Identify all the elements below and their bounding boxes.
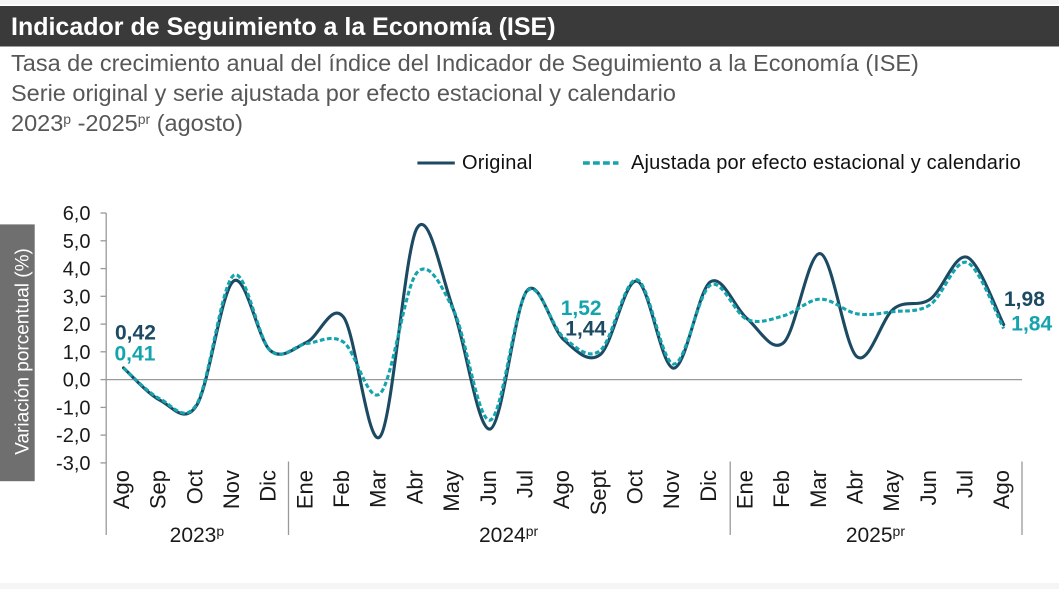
svg-text:Feb: Feb (769, 470, 794, 508)
svg-text:1,44: 1,44 (565, 317, 606, 340)
svg-text:Nov: Nov (219, 470, 244, 509)
svg-text:Indicador de Seguimiento a la: Indicador de Seguimiento a la Economía (… (11, 13, 556, 41)
svg-text:Ago: Ago (109, 470, 134, 509)
svg-text:Dic: Dic (696, 470, 721, 502)
svg-text:Original: Original (462, 152, 533, 174)
svg-text:1,84: 1,84 (1011, 313, 1052, 336)
svg-text:5,0: 5,0 (63, 231, 91, 253)
svg-text:Jul: Jul (953, 470, 978, 498)
svg-text:Variación porcentual (%): Variación porcentual (%) (13, 248, 34, 455)
svg-text:May: May (879, 470, 904, 512)
svg-text:Mar: Mar (366, 470, 391, 508)
svg-text:Ene: Ene (733, 470, 758, 509)
svg-text:Nov: Nov (659, 470, 684, 509)
svg-text:Ajustada por efecto estacional: Ajustada por efecto estacional y calenda… (631, 152, 1021, 174)
svg-text:Serie original y serie ajustad: Serie original y serie ajustada por efec… (11, 80, 676, 106)
svg-text:2,0: 2,0 (63, 314, 91, 336)
svg-text:Jun: Jun (916, 470, 941, 505)
svg-text:1,52: 1,52 (561, 297, 602, 320)
svg-text:-2,0: -2,0 (56, 425, 90, 447)
svg-text:Mar: Mar (806, 470, 831, 508)
svg-text:Ago: Ago (989, 470, 1014, 509)
svg-text:1,98: 1,98 (1004, 288, 1045, 311)
svg-text:0,0: 0,0 (63, 370, 91, 392)
svg-text:Abr: Abr (843, 470, 868, 504)
svg-text:Oct: Oct (182, 470, 207, 504)
svg-text:Ene: Ene (292, 470, 317, 509)
svg-text:3,0: 3,0 (63, 286, 91, 308)
svg-text:Oct: Oct (622, 470, 647, 504)
svg-text:Jun: Jun (476, 470, 501, 505)
svg-text:Sep: Sep (146, 470, 171, 509)
svg-text:Dic: Dic (256, 470, 281, 502)
svg-text:Ago: Ago (549, 470, 574, 509)
svg-text:6,0: 6,0 (63, 203, 91, 225)
svg-text:0,42: 0,42 (115, 322, 156, 345)
svg-text:1,0: 1,0 (63, 342, 91, 364)
svg-text:May: May (439, 470, 464, 512)
svg-text:Tasa de crecimiento anual del: Tasa de crecimiento anual del índice del… (11, 50, 919, 76)
svg-text:Abr: Abr (402, 470, 427, 504)
svg-text:4,0: 4,0 (63, 259, 91, 281)
svg-text:2024pr: 2024pr (479, 523, 539, 547)
svg-text:Sept: Sept (586, 470, 611, 515)
svg-text:-1,0: -1,0 (56, 397, 90, 419)
svg-text:Feb: Feb (329, 470, 354, 508)
svg-text:2025pr: 2025pr (846, 523, 906, 547)
svg-text:-3,0: -3,0 (56, 453, 90, 475)
svg-text:Jul: Jul (512, 470, 537, 498)
svg-text:2023p -2025pr (agosto): 2023p -2025pr (agosto) (11, 110, 243, 136)
svg-text:2023p: 2023p (170, 523, 225, 547)
svg-text:0,41: 0,41 (115, 342, 156, 365)
